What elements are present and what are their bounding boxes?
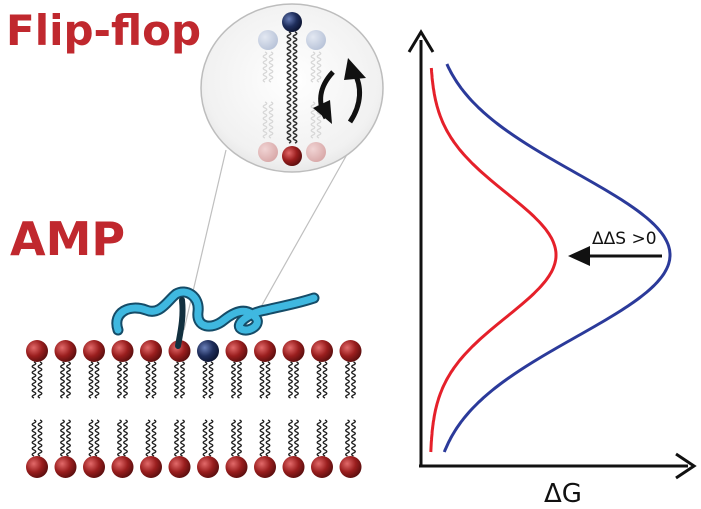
entropy-change-label: ΔΔS >0: [592, 229, 657, 249]
ghost-lipid-head: [258, 30, 278, 50]
lipid-head-top: [26, 340, 48, 362]
lipid-head-bottom: [311, 456, 333, 478]
lipid-head-bottom: [140, 456, 162, 478]
lipid-molecule-icon: [254, 340, 276, 478]
red-distribution-curve: [429, 67, 558, 453]
lipid-molecule-icon: [111, 340, 134, 478]
ghost-lipid-head: [258, 142, 278, 162]
lipid-molecule-icon: [282, 340, 305, 478]
lipid-molecule-icon: [140, 340, 162, 478]
lipid-molecule-icon: [26, 340, 48, 478]
flip-flop-label: Flip-flop: [6, 6, 202, 55]
lipid-molecule-icon: [339, 340, 362, 478]
lipid-head-top: [254, 340, 276, 362]
lipid-molecule-icon: [54, 340, 77, 478]
lipid-molecule-icon: [197, 340, 219, 478]
lipid-head-bottom: [197, 456, 219, 478]
zoom-guide-left: [183, 149, 227, 331]
lipid-head-bottom: [54, 456, 77, 478]
ghost-lipid-head: [306, 30, 326, 50]
lipid-head-top: [339, 340, 362, 362]
lipid-head-top: [311, 340, 333, 362]
blue-distribution-curve: [442, 63, 672, 453]
entropy-shift-arrow: [568, 246, 662, 266]
lipid-molecule-icon: [168, 340, 191, 478]
lipid-head-bottom: [225, 456, 248, 478]
lipid-head-top: [83, 340, 105, 362]
lipid-head-bottom: [111, 456, 134, 478]
lipid-head-top: [140, 340, 162, 362]
lipid-head-bottom: [254, 456, 276, 478]
lipid-head-top: [54, 340, 77, 362]
flip-rotation-arrows-icon: [313, 58, 366, 124]
lipid-molecule-icon: [311, 340, 333, 478]
lipid-head-bottom: [339, 456, 362, 478]
lipid-head-top: [225, 340, 248, 362]
lipid-head-top: [111, 340, 134, 362]
amp-peptide-chain-icon: [111, 286, 320, 349]
lipid-head-top: [282, 340, 305, 362]
flipped-lipid-head: [197, 340, 219, 362]
ghost-lipid-head: [306, 142, 326, 162]
energy-axes: [407, 29, 697, 480]
lipid-bilayer: [26, 340, 362, 478]
lipid-molecule-icon: [225, 340, 248, 478]
zoom-lipid-head-blue: [282, 12, 302, 32]
lipid-head-bottom: [282, 456, 305, 478]
lipid-head-bottom: [168, 456, 191, 478]
amp-label: AMP: [10, 212, 126, 266]
zoom-guide-right: [247, 141, 355, 331]
lipid-head-bottom: [26, 456, 48, 478]
lipid-head-bottom: [83, 456, 105, 478]
zoom-inset: [200, 3, 384, 173]
delta-g-axis-label: ΔG: [544, 479, 582, 509]
zoomed-flipping-lipid: [282, 12, 302, 166]
lipid-molecule-icon: [83, 340, 105, 478]
lipid-head-top: [168, 340, 191, 362]
zoom-lipid-head-red: [282, 146, 302, 166]
